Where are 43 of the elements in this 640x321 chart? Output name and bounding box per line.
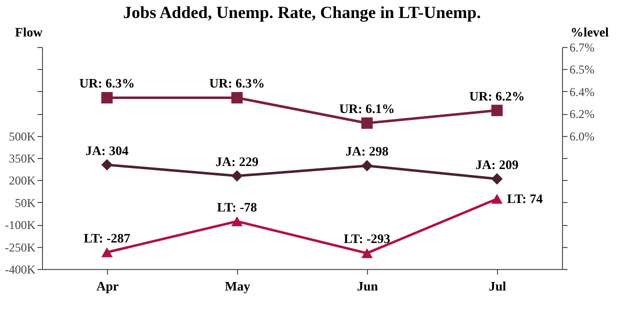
data-label: JA: 209 bbox=[476, 156, 519, 172]
x-tick-label: Apr bbox=[96, 278, 119, 294]
data-label: LT: -78 bbox=[216, 199, 258, 214]
y2-tick-label: 6.0% bbox=[570, 129, 594, 144]
point bbox=[231, 216, 243, 226]
y2-tick-label: 6.2% bbox=[570, 107, 594, 122]
y-tick-label: 350K bbox=[8, 152, 36, 166]
y2-tick-label: 6.7% bbox=[570, 40, 594, 54]
y-axis-title: Flow bbox=[15, 24, 44, 40]
y2-tick-label: 6.4% bbox=[570, 84, 594, 99]
y-tick-label: -250K bbox=[4, 240, 36, 254]
data-label: LT: 74 bbox=[507, 190, 544, 206]
point bbox=[101, 92, 113, 104]
x-tick-label: May bbox=[224, 278, 251, 294]
x-tick-label: Jun bbox=[357, 278, 379, 294]
data-label: UR: 6.3% bbox=[79, 76, 135, 91]
point bbox=[361, 117, 373, 129]
y-tick-label: -100K bbox=[4, 218, 36, 232]
data-label: UR: 6.1% bbox=[339, 101, 395, 116]
y2-axis-title: %level bbox=[570, 24, 610, 40]
point bbox=[491, 173, 503, 185]
y-tick-label: -400K bbox=[4, 262, 36, 276]
x-tick-label: Jul bbox=[488, 278, 507, 294]
point bbox=[101, 247, 113, 258]
y-tick-label: 50K bbox=[14, 196, 36, 210]
y-tick-label: 200K bbox=[8, 174, 36, 188]
point bbox=[101, 159, 113, 171]
data-label: JA: 229 bbox=[216, 154, 259, 169]
data-label: LT: -293 bbox=[344, 231, 391, 246]
y-tick-label: 500K bbox=[8, 129, 36, 144]
point bbox=[491, 104, 503, 116]
data-label: JA: 304 bbox=[86, 142, 129, 158]
chart-title: Jobs Added, Unemp. Rate, Change in LT-Unemp. bbox=[123, 3, 481, 22]
point bbox=[231, 92, 243, 104]
point bbox=[231, 170, 243, 182]
data-label: JA: 298 bbox=[346, 144, 389, 159]
data-label: UR: 6.2% bbox=[469, 88, 525, 104]
y2-tick-label: 6.5% bbox=[570, 62, 594, 77]
data-label: LT: -287 bbox=[84, 230, 131, 246]
point bbox=[361, 160, 373, 172]
data-label: UR: 6.3% bbox=[209, 76, 265, 91]
point bbox=[491, 194, 503, 204]
point bbox=[361, 248, 373, 258]
